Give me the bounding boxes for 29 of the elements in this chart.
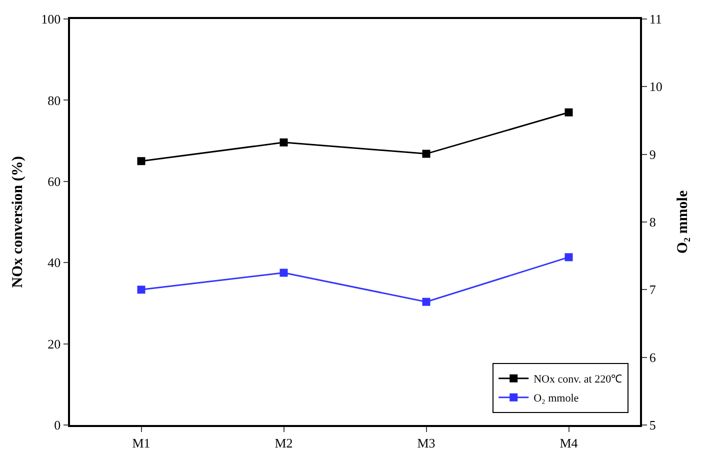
- x-tick-label: M2: [274, 435, 293, 450]
- y2-tick-label: 6: [649, 350, 656, 365]
- point: [564, 108, 573, 116]
- y2-tick-label: 11: [649, 12, 662, 27]
- point: [422, 298, 430, 306]
- y2-tick-label: 8: [649, 214, 656, 230]
- point: [422, 150, 430, 158]
- y2-tick-label: 5: [649, 418, 656, 433]
- y-tick-label: 80: [48, 92, 61, 108]
- point: [137, 286, 146, 294]
- y-tick-label: 0: [54, 418, 61, 433]
- x-tick-label: M1: [132, 435, 150, 450]
- y2-tick-label: 10: [649, 79, 662, 94]
- y-axis-title: NOx conversion (%): [10, 156, 26, 288]
- legend-label: O₂ mmole: [534, 392, 579, 405]
- point: [137, 157, 146, 166]
- point: [280, 268, 288, 277]
- y2-axis-title: O₂ mmole: [674, 190, 691, 254]
- y-tick-label: 60: [48, 174, 61, 189]
- y2-tick-label: 9: [649, 146, 656, 162]
- point: [280, 138, 288, 146]
- y-tick-label: 40: [48, 255, 61, 270]
- y2-tick-label: 7: [649, 282, 656, 298]
- y-tick-label: 100: [41, 12, 61, 27]
- y-tick-label: 20: [48, 336, 61, 352]
- x-tick-label: M4: [560, 435, 578, 450]
- x-tick-label: M3: [417, 435, 436, 450]
- point: [564, 253, 573, 262]
- legend-label: NOx conv. at 220℃: [534, 374, 622, 386]
